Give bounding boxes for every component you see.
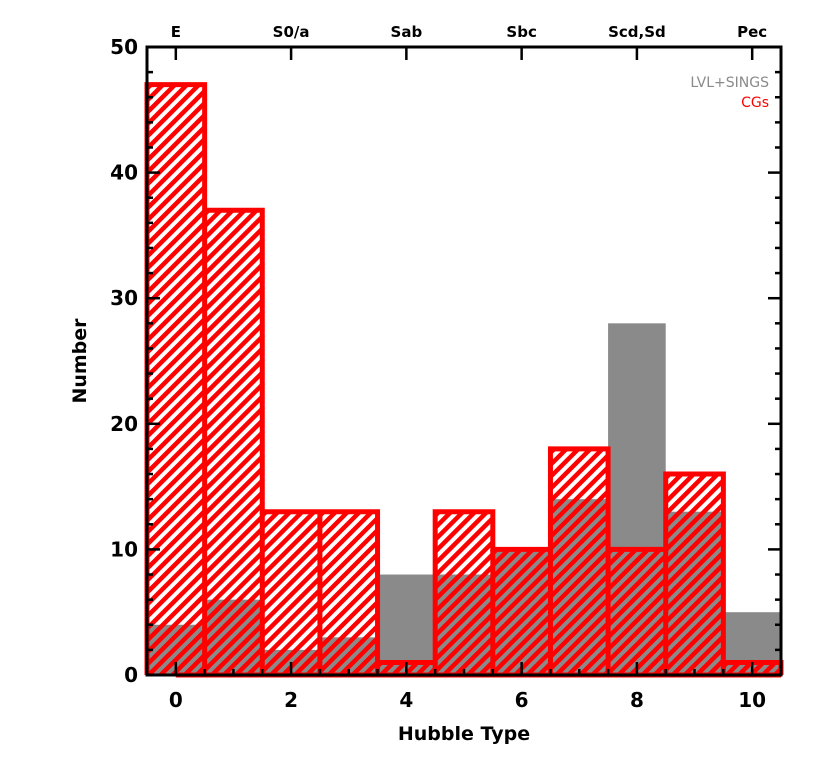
y-tick-label: 10 xyxy=(110,537,138,561)
top-axis-label: Pec xyxy=(737,23,767,41)
top-axis-label: Scd,Sd xyxy=(608,23,666,41)
x-tick-label: 2 xyxy=(284,688,298,712)
cgs-bar-hatch xyxy=(147,84,205,675)
x-tick-labels: 0 2 4 6 8 10 xyxy=(169,688,766,712)
x-tick-label: 0 xyxy=(169,688,183,712)
top-axis-labels: E S0/a Sab Sbc Scd,Sd Pec xyxy=(171,23,768,41)
x-tick-label: 4 xyxy=(399,688,413,712)
y-tick-labels: 0 10 20 30 40 50 xyxy=(110,35,138,687)
legend-entry-lvl-sings: LVL+SINGS xyxy=(690,75,769,91)
x-tick-label: 8 xyxy=(630,688,644,712)
x-tick-label: 6 xyxy=(515,688,529,712)
y-tick-label: 30 xyxy=(110,286,138,310)
cgs-bar-hatch xyxy=(262,511,320,675)
axis-ticks xyxy=(147,45,781,677)
y-tick-label: 50 xyxy=(110,35,138,59)
x-tick-label: 10 xyxy=(738,688,766,712)
top-axis-label: S0/a xyxy=(273,23,310,41)
cgs-outline-path xyxy=(144,82,784,675)
y-tick-label: 40 xyxy=(110,161,138,185)
y-tick-label: 20 xyxy=(110,412,138,436)
x-axis-title: Hubble Type xyxy=(398,723,530,745)
y-axis-title: Number xyxy=(69,318,91,404)
lvl-sings-bar xyxy=(377,574,436,675)
top-axis-label: Sab xyxy=(391,23,423,41)
legend-entry-cgs: CGs xyxy=(741,95,769,111)
top-axis-label: E xyxy=(171,23,181,41)
y-tick-label: 0 xyxy=(124,663,138,687)
top-axis-label: Sbc xyxy=(506,23,536,41)
